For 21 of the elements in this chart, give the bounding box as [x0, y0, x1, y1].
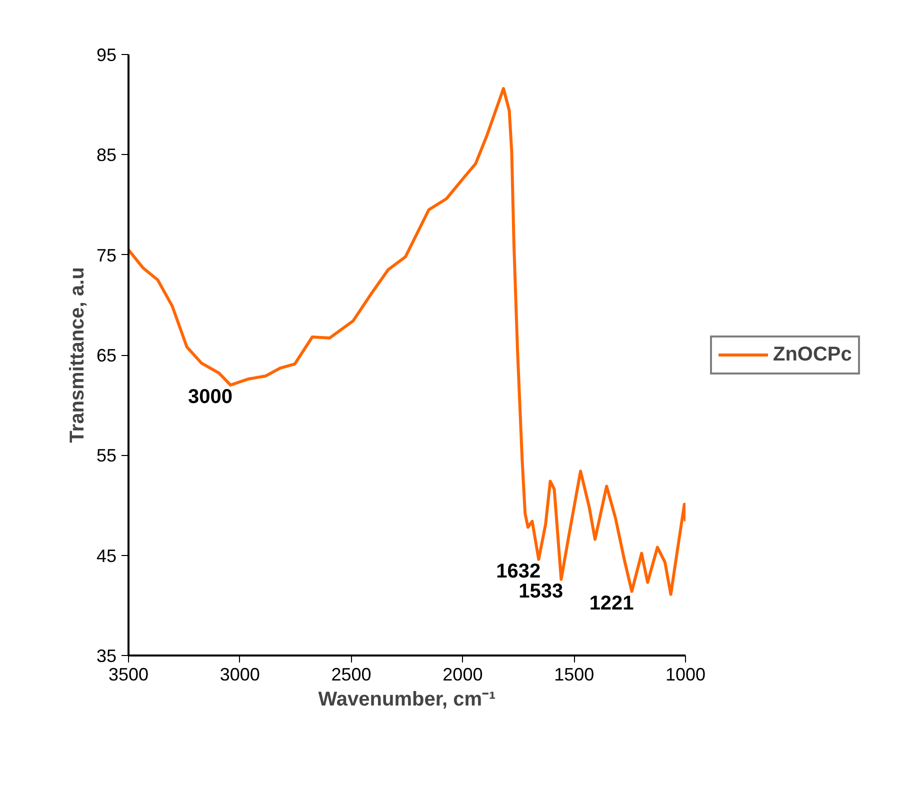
line-series	[128, 87, 686, 596]
x-tick-label: 3000	[220, 664, 260, 684]
x-axis-title: Wavenumber, cm⁻¹	[318, 688, 496, 710]
annotation: 3000	[188, 386, 233, 408]
x-tick-label: 1500	[554, 664, 594, 684]
y-axis-title: Transmittance, a.u	[66, 267, 88, 443]
annotation: 1632	[496, 560, 541, 582]
x-tick-label: 3500	[108, 664, 149, 684]
x-tick-label: 2500	[331, 664, 372, 684]
x-tick-label: 2000	[442, 664, 483, 684]
y-tick-label: 35	[96, 646, 117, 666]
y-tick-label: 55	[96, 446, 117, 466]
y-tick-label: 85	[96, 145, 117, 166]
legend-label: ZnOCPc	[773, 343, 852, 366]
y-tick-label: 95	[96, 45, 117, 65]
y-tick-label: 75	[96, 245, 117, 266]
x-tick-label: 1000	[665, 664, 706, 684]
y-tick-label: 65	[96, 346, 117, 366]
y-tick-label: 45	[96, 546, 117, 566]
annotation: 1533	[518, 580, 564, 602]
annotation: 1221	[589, 592, 634, 614]
